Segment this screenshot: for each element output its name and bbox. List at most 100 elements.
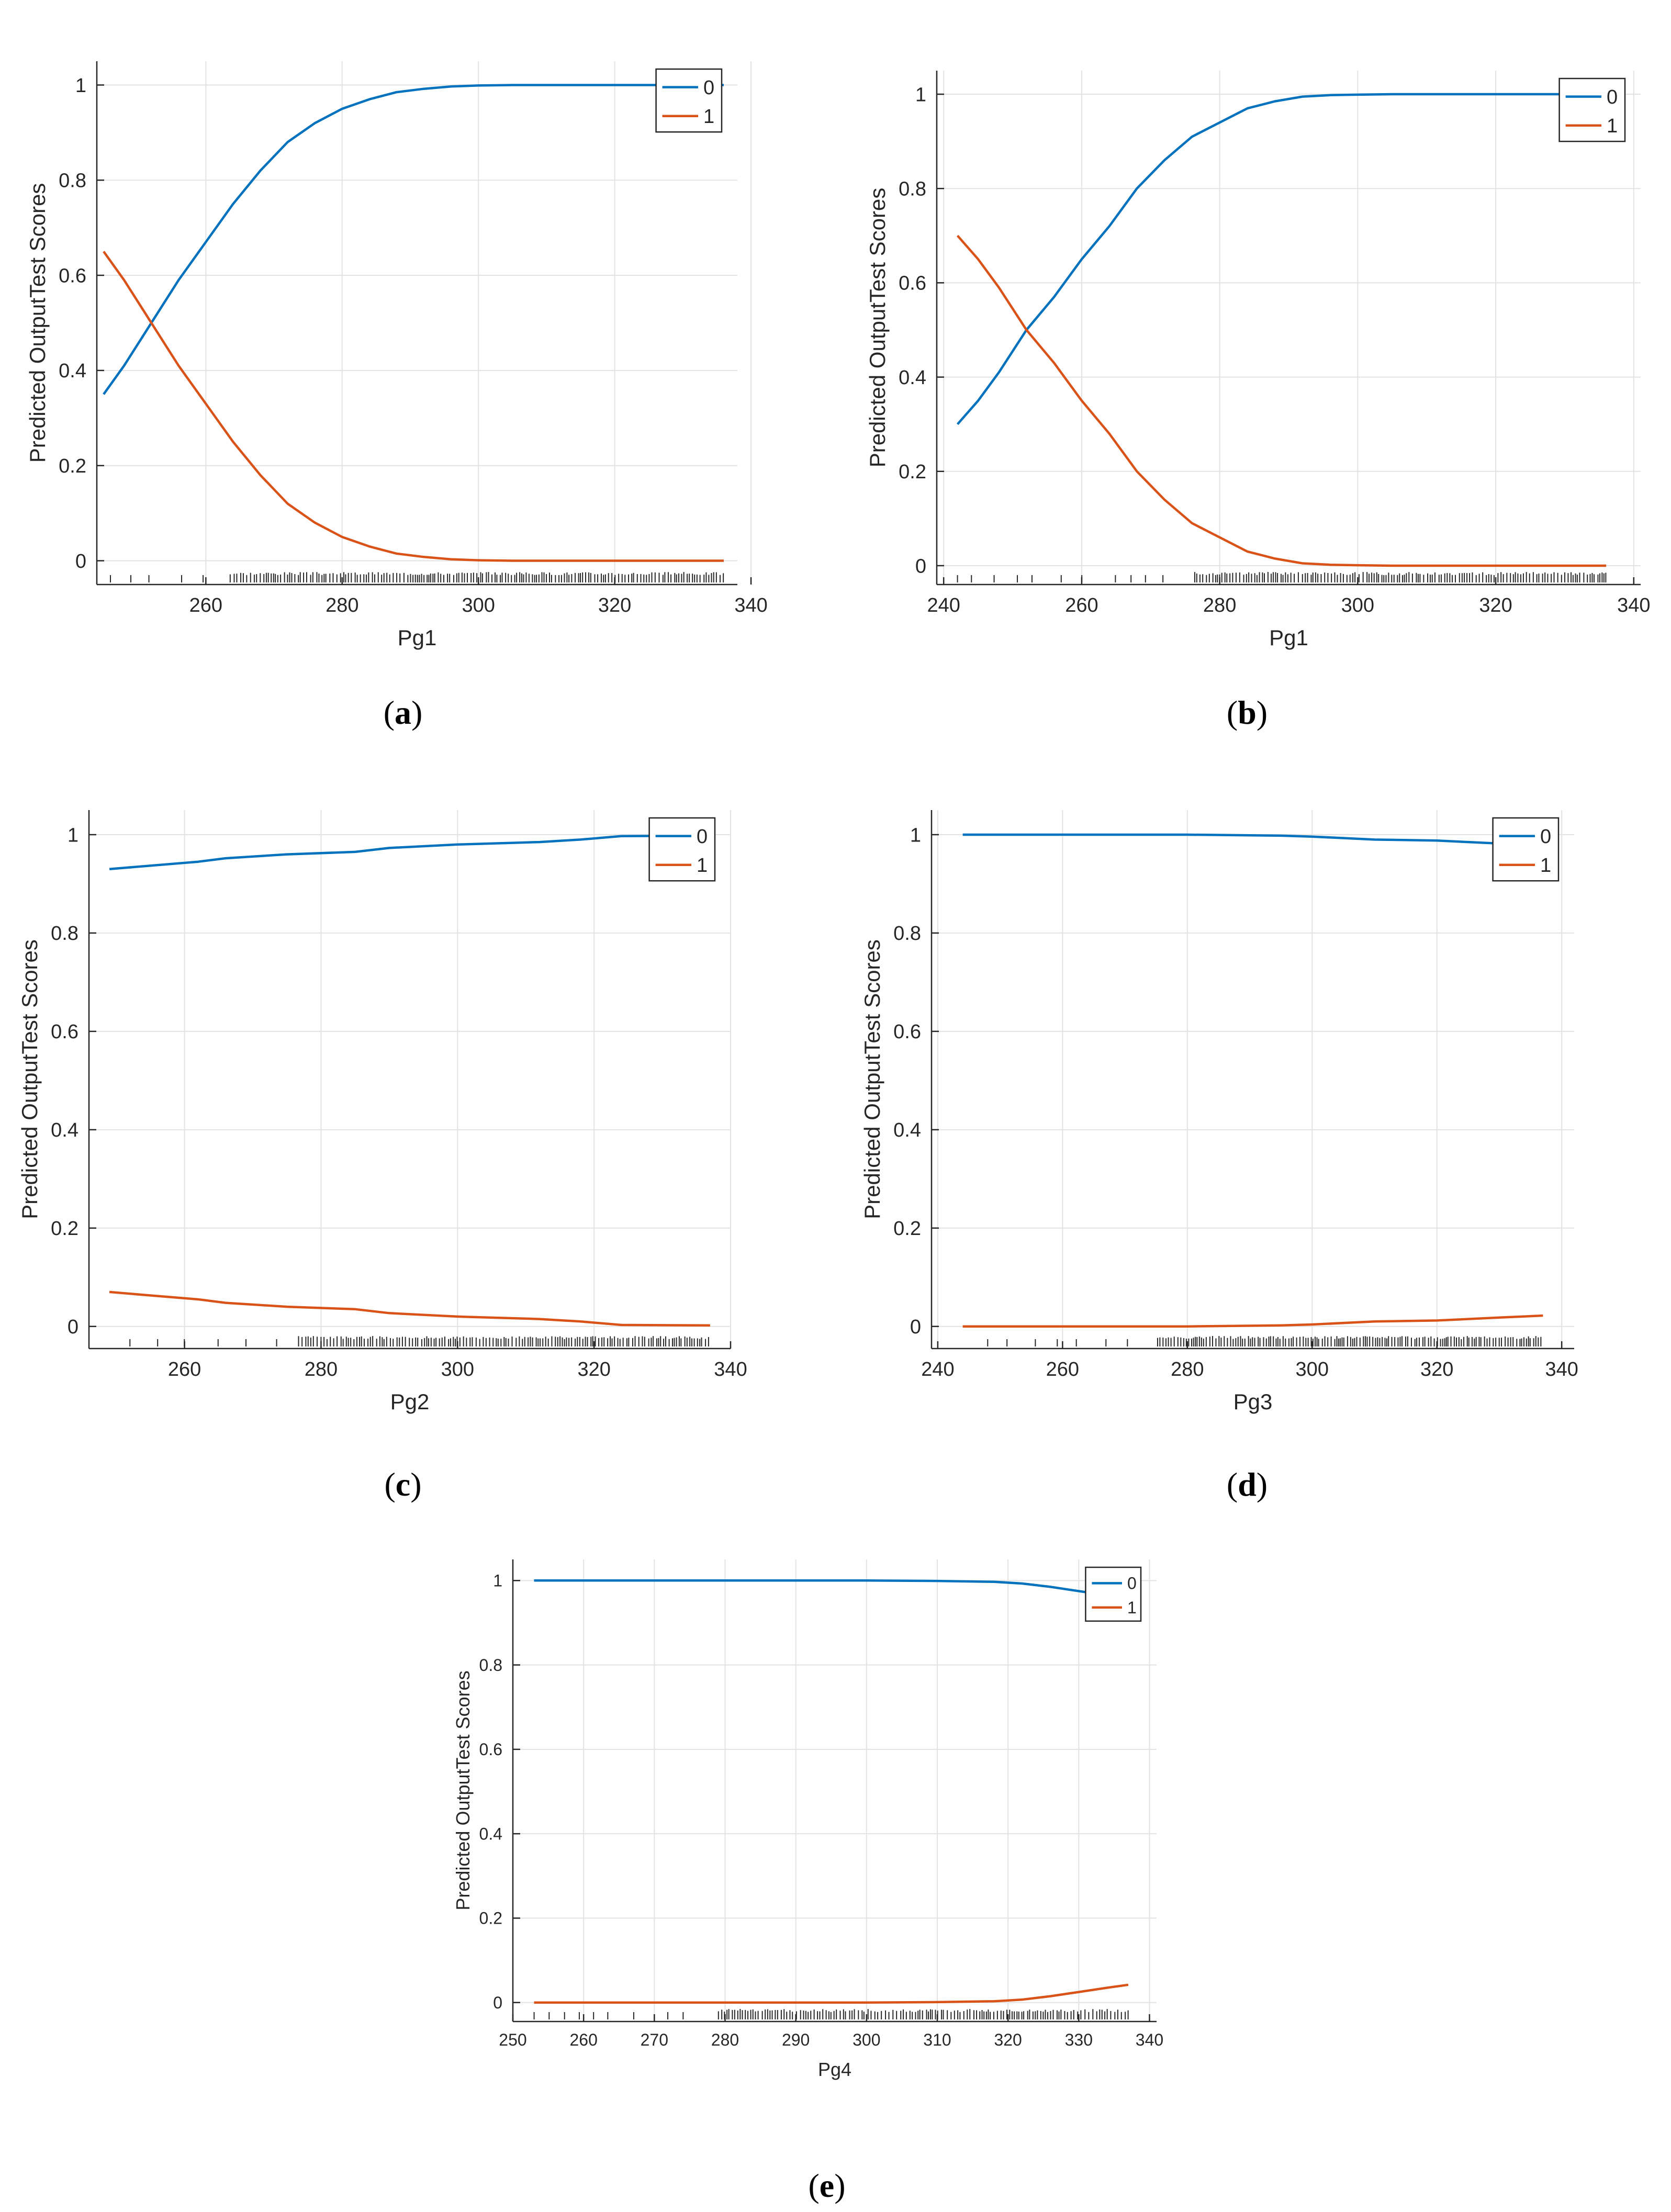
- x-tick-label: 320: [598, 594, 631, 616]
- x-tick-label: 300: [462, 594, 495, 616]
- series-1-line: [103, 251, 724, 562]
- x-tick-label: 240: [921, 1358, 954, 1380]
- legend: 01: [1558, 77, 1626, 142]
- series-1-line: [956, 234, 1607, 567]
- series-0-line: [962, 833, 1543, 847]
- y-tick-label: 1: [915, 84, 926, 106]
- legend: 01: [655, 68, 723, 133]
- x-tick-label: 260: [189, 594, 222, 616]
- panel-e: 250 260 270 280 290 300 310 320 330 340 0 0.2 0.4 0.6…: [452, 1559, 1163, 2080]
- y-tick-label: 0.6: [51, 1021, 78, 1043]
- y-tick-label: 0.6: [899, 273, 926, 295]
- x-tick-label: 340: [714, 1358, 747, 1380]
- y-axis-label: Predicted OutputTest Scores: [860, 939, 884, 1219]
- x-tick-label: 270: [641, 2030, 668, 2049]
- legend-label-0: 0: [1607, 86, 1618, 108]
- x-axis-label: Pg1: [1269, 625, 1308, 650]
- x-tick-label: 280: [1203, 594, 1236, 616]
- series-1-line: [962, 1314, 1543, 1328]
- y-tick-label: 0.4: [59, 360, 86, 382]
- panel-caption-b: (b): [1226, 694, 1268, 731]
- rug-plot: [987, 1336, 1542, 1346]
- y-tick-label: 0.4: [899, 367, 926, 389]
- legend-label-0: 0: [703, 77, 714, 99]
- legend-label-1: 1: [697, 855, 708, 877]
- y-tick-label: 0: [910, 1316, 921, 1338]
- legend-box: [648, 817, 716, 882]
- legend: 01: [648, 817, 716, 882]
- x-tick-label: 240: [927, 594, 960, 616]
- legend: 01: [1492, 817, 1560, 882]
- y-tick-label: 1: [910, 824, 921, 846]
- legend-box: [1085, 1566, 1142, 1622]
- x-tick-label: 310: [923, 2030, 951, 2049]
- x-tick-label: 320: [577, 1358, 610, 1380]
- legend-box: [1492, 817, 1560, 882]
- y-tick-label: 0.8: [59, 170, 86, 192]
- x-tick-label: 340: [1617, 594, 1650, 616]
- y-tick-label: 0.8: [479, 1656, 502, 1675]
- panel-d: 240 260 280 300 320 340 0 0.2 0.4 0.6 0.8 1 Pg3 Predi…: [860, 810, 1578, 1414]
- panel-caption-a: (a): [383, 694, 423, 731]
- x-tick-label: 300: [853, 2030, 880, 2049]
- y-tick-label: 0: [75, 551, 86, 572]
- y-tick-label: 0: [493, 1993, 502, 2012]
- y-tick-label: 0.4: [479, 1824, 502, 1843]
- series-0-line: [956, 93, 1607, 425]
- x-tick-label: 260: [168, 1358, 201, 1380]
- panel-a: 260 280 300 320 340 0 0.2 0.4 0.6 0.8 1 Pg1 Predicte…: [25, 61, 768, 650]
- series-0-line: [103, 84, 724, 395]
- legend-label-1: 1: [1540, 855, 1551, 877]
- x-tick-label: 280: [326, 594, 358, 616]
- y-axis-label: Predicted OutputTest Scores: [25, 183, 50, 463]
- panel-caption-e: (e): [808, 2167, 846, 2204]
- y-tick-label: 0.6: [59, 265, 86, 287]
- legend-label-1: 1: [1127, 1598, 1137, 1617]
- series-1-line: [534, 1983, 1129, 2004]
- y-tick-label: 0.8: [51, 923, 78, 945]
- x-tick-label: 250: [499, 2030, 526, 2049]
- y-tick-label: 0.8: [893, 923, 921, 945]
- y-tick-label: 0.8: [899, 178, 926, 200]
- y-tick-label: 0.4: [893, 1119, 921, 1141]
- y-tick-label: 0.2: [59, 455, 86, 477]
- rug-plot: [533, 2009, 1129, 2019]
- legend-label-0: 0: [697, 826, 708, 848]
- y-axis-label: Predicted OutputTest Scores: [17, 939, 42, 1219]
- x-axis-label: Pg1: [398, 625, 437, 650]
- x-tick-label: 280: [305, 1358, 338, 1380]
- y-tick-label: 0.6: [893, 1021, 921, 1043]
- x-tick-label: 320: [1420, 1358, 1453, 1380]
- rug-plot: [129, 1336, 709, 1346]
- y-tick-label: 0.2: [51, 1218, 78, 1240]
- x-tick-label: 330: [1065, 2030, 1093, 2049]
- rug-plot: [110, 572, 724, 582]
- panel-caption-c: (c): [384, 1466, 422, 1503]
- legend-label-0: 0: [1127, 1574, 1137, 1593]
- panel-b: 240 260 280 300 320 340 0 0.2 0.4 0.6 0.8 1 Pg1 Predi…: [865, 71, 1651, 650]
- x-tick-label: 300: [1296, 1358, 1329, 1380]
- legend-label-1: 1: [703, 106, 714, 128]
- series-0-line: [534, 1579, 1129, 1600]
- y-tick-label: 0: [915, 555, 926, 577]
- panel-c: 260 280 300 320 340 0 0.2 0.4 0.6 0.8 1 Pg2 Predicte…: [17, 810, 747, 1414]
- y-tick-label: 0.4: [51, 1119, 78, 1141]
- x-tick-label: 340: [734, 594, 767, 616]
- x-tick-label: 320: [994, 2030, 1022, 2049]
- legend-label-0: 0: [1540, 826, 1551, 848]
- legend-label-1: 1: [1607, 115, 1618, 137]
- y-tick-label: 1: [68, 824, 78, 846]
- x-tick-label: 300: [441, 1358, 474, 1380]
- x-tick-label: 290: [782, 2030, 810, 2049]
- legend: 01: [1085, 1566, 1142, 1622]
- legend-box: [655, 68, 723, 133]
- x-axis-label: Pg3: [1233, 1389, 1273, 1414]
- y-axis-label: Predicted OutputTest Scores: [452, 1670, 474, 1910]
- x-tick-label: 260: [1046, 1358, 1079, 1380]
- x-axis-label: Pg2: [390, 1389, 430, 1414]
- series-0-line: [109, 834, 710, 871]
- y-tick-label: 1: [75, 75, 86, 97]
- x-tick-label: 260: [1065, 594, 1098, 616]
- rug-plot: [957, 572, 1607, 582]
